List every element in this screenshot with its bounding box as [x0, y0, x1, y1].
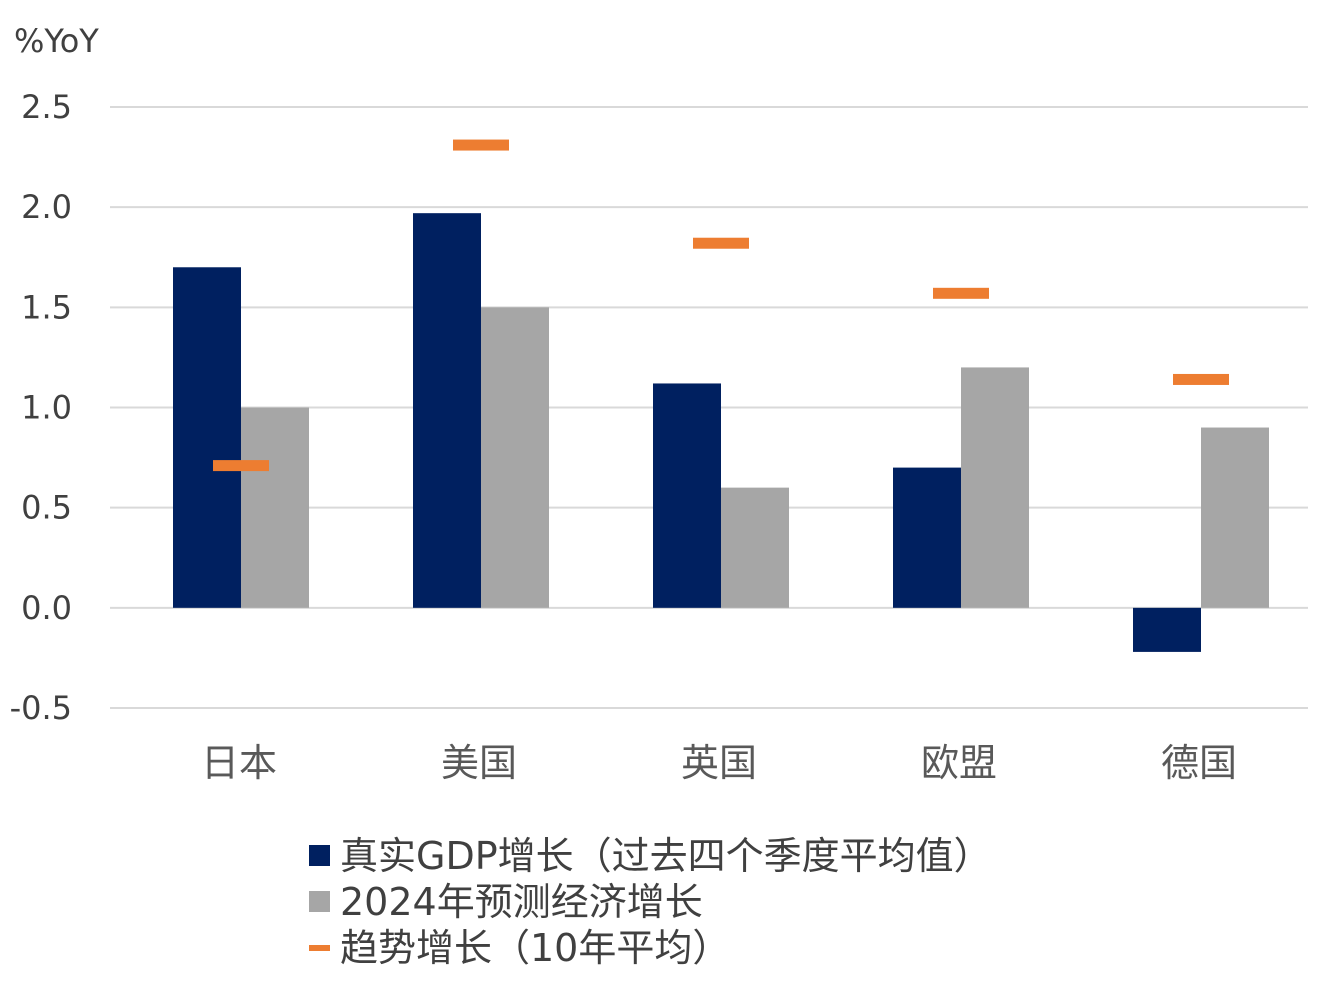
- y-tick-label: 0.0: [21, 589, 72, 627]
- bar-forecast-2024: [481, 307, 549, 608]
- y-tick-label: 1.5: [21, 288, 72, 326]
- legend-swatch: [309, 845, 330, 866]
- legend-swatch: [309, 891, 330, 912]
- bar-forecast-2024: [1201, 427, 1269, 608]
- bars: [173, 213, 1269, 652]
- trend-marker: [693, 237, 749, 249]
- y-tick-label: 2.5: [21, 88, 72, 126]
- trend-markers: [213, 139, 1229, 472]
- x-axis-categories: 日本 美国 英国 欧盟 德国: [201, 741, 1237, 785]
- y-axis-ticks: -0.5 0.0 0.5 1.0 1.5 2.0 2.5: [10, 88, 72, 727]
- legend-label: 趋势增长（10年平均）: [340, 926, 730, 970]
- x-category-label: 英国: [681, 741, 757, 785]
- bar-real-gdp: [893, 467, 961, 608]
- trend-marker: [453, 139, 509, 151]
- x-category-label: 德国: [1161, 741, 1237, 785]
- y-axis-label: %YoY: [14, 22, 99, 60]
- x-category-label: 欧盟: [921, 741, 997, 785]
- y-tick-label: 2.0: [21, 188, 72, 226]
- bar-real-gdp: [1133, 607, 1201, 652]
- legend-swatch: [309, 945, 330, 951]
- legend-label: 2024年预测经济增长: [340, 880, 703, 924]
- bar-real-gdp: [413, 213, 481, 608]
- legend-label: 真实GDP增长（过去四个季度平均值）: [340, 834, 992, 878]
- trend-marker: [933, 287, 989, 299]
- trend-marker: [1173, 373, 1229, 385]
- trend-marker: [213, 460, 269, 472]
- bar-forecast-2024: [721, 487, 789, 608]
- y-tick-label: -0.5: [10, 689, 72, 727]
- bar-real-gdp: [173, 267, 241, 608]
- y-tick-label: 0.5: [21, 489, 72, 527]
- bar-forecast-2024: [241, 407, 309, 608]
- x-category-label: 美国: [441, 741, 517, 785]
- y-tick-label: 1.0: [21, 389, 72, 427]
- bar-forecast-2024: [961, 367, 1029, 608]
- x-category-label: 日本: [201, 741, 277, 785]
- bar-real-gdp: [653, 383, 721, 608]
